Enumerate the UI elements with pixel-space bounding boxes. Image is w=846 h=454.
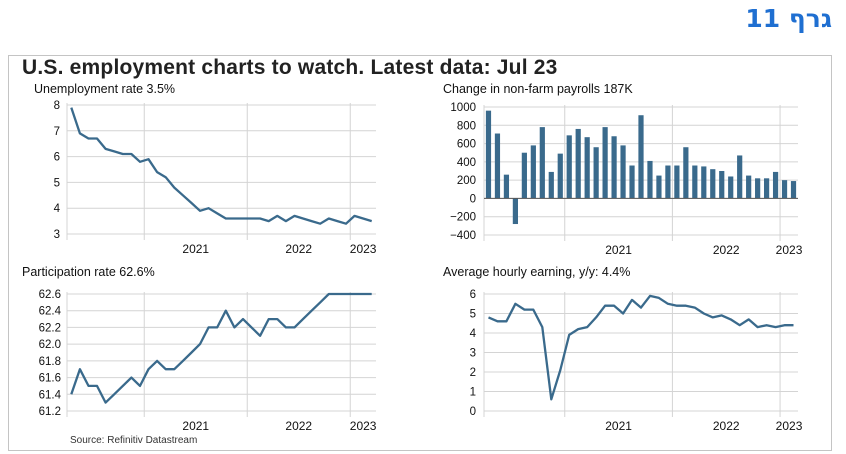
payroll-bar [566,135,572,199]
payroll-bar [656,175,662,199]
payroll-bar [728,176,734,199]
earnings-xtick-label: 2022 [713,419,740,433]
earnings-ytick-label: 6 [470,289,476,301]
main-title: U.S. employment charts to watch. Latest … [22,56,558,79]
participation-ytick-label: 61.6 [39,373,61,385]
payroll-bar [530,145,536,199]
payroll-bar [629,165,635,199]
payroll-bar [512,198,519,225]
payroll-bar [638,115,644,199]
payroll-bar [539,127,545,199]
participation-ytick-label: 62.4 [39,306,62,318]
source-note: Source: Refinitiv Datastream [70,435,198,446]
payrolls-ytick-label: 200 [457,175,476,187]
payroll-bar [593,147,599,199]
payroll-bar [772,171,779,199]
payrolls-ytick-label: 600 [457,139,476,151]
earnings-series-line [488,294,794,401]
hebrew-figure-title: גרף 11 [745,4,832,33]
payroll-bar [647,160,653,199]
payrolls-ytick-label: 1000 [450,102,476,114]
participation-series-line [70,292,372,404]
participation-xtick-label: 2021 [182,419,209,433]
earnings-title: Average hourly earning, y/y: 4.4% [443,265,630,279]
participation-ytick-label: 62.0 [39,339,61,351]
payrolls-xtick-label: 2021 [605,243,632,257]
unemployment-ytick-label: 8 [54,100,60,112]
earnings-ytick-label: 2 [470,367,476,379]
payrolls-ytick-label: −200 [450,212,476,224]
participation-ytick-label: 62.2 [39,322,61,334]
payrolls-ytick-label: 400 [457,157,476,169]
payrolls-xtick-label: 2023 [776,243,803,257]
payrolls-ytick-label: 0 [470,193,476,205]
unemployment-xtick-label: 2021 [182,242,209,256]
unemployment-ytick-label: 6 [54,152,60,164]
payroll-bar [763,178,770,199]
unemployment-ytick-label: 5 [54,177,60,189]
payroll-bar [485,110,492,199]
payroll-bar [521,152,527,199]
earnings-ytick-label: 4 [470,328,477,340]
payroll-bar [692,165,698,199]
payrolls-ytick-label: 800 [457,120,476,132]
unemployment-ytick-label: 4 [54,203,61,215]
participation-ytick-label: 61.8 [39,356,61,368]
payroll-bar [683,147,689,199]
earnings-ytick-label: 0 [470,406,476,418]
payroll-bar [557,153,563,199]
unemployment-title: Unemployment rate 3.5% [34,82,175,96]
payroll-bar [665,165,671,199]
earnings-xtick-label: 2023 [776,419,803,433]
participation-ytick-label: 62.6 [39,289,61,301]
earnings-ytick-label: 3 [470,348,476,360]
payroll-bar [575,128,581,199]
unemployment-series-line [70,107,373,225]
payrolls-title: Change in non-farm payrolls 187K [443,82,633,96]
earnings-xtick-label: 2021 [605,419,632,433]
payroll-bar [746,175,752,199]
unemployment-ytick-label: 3 [54,229,60,241]
payroll-bar [548,171,554,199]
payroll-bar [503,174,510,199]
participation-ytick-label: 61.4 [39,389,62,401]
payroll-bar [710,169,716,199]
payroll-bar [674,165,680,199]
participation-xtick-label: 2023 [350,419,377,433]
earnings-ytick-label: 5 [470,309,476,321]
payroll-bar [737,155,743,199]
payroll-bar [611,136,617,199]
payroll-bar [584,137,590,199]
unemployment-xtick-label: 2022 [285,242,312,256]
payroll-bar [719,171,725,199]
payroll-bar [701,166,707,199]
unemployment-ytick-label: 7 [54,126,60,138]
chart-frame [8,55,832,451]
payroll-bar [602,127,608,199]
payroll-bar [494,133,501,199]
payroll-bar [781,180,788,199]
payroll-bar [620,145,626,199]
payroll-bar [755,178,761,199]
unemployment-xtick-label: 2023 [350,242,377,256]
payroll-bar [790,181,797,199]
participation-title: Participation rate 62.6% [22,265,155,279]
payrolls-xtick-label: 2022 [713,243,740,257]
earnings-ytick-label: 1 [470,387,476,399]
participation-ytick-label: 61.2 [39,406,61,418]
payrolls-ytick-label: −400 [450,230,476,242]
participation-xtick-label: 2022 [285,419,312,433]
